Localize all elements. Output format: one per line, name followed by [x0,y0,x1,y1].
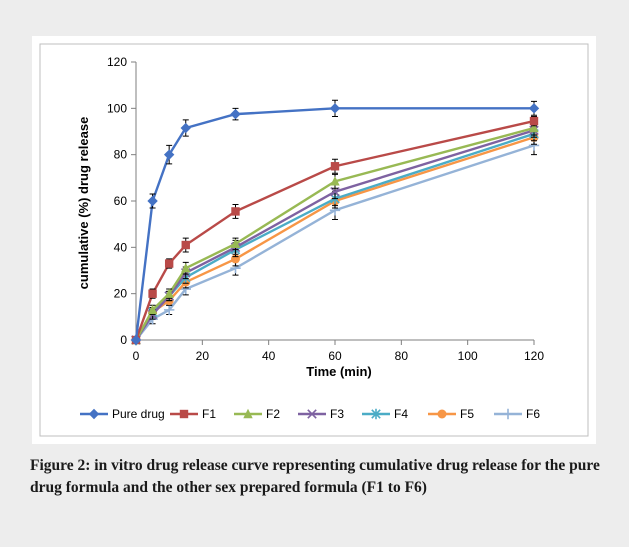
x-tick-label: 0 [133,349,140,363]
series-f2 [131,120,539,345]
x-tick-label: 60 [328,349,342,363]
data-point-pure-drug [147,195,158,207]
legend-item-f1: F1 [170,407,216,421]
data-point-f2 [181,262,191,273]
legend-marker-f2 [243,408,253,419]
x-tick-label: 80 [395,349,409,363]
y-axis-label: cumulative (%) drug release [76,117,91,290]
data-point-f1 [529,116,539,126]
data-point-f6 [163,304,175,316]
release-chart: 0 20 40 60 80 100 120 0 20 40 60 80 100 120 Time (min)… [39,43,589,437]
x-tick-label: 100 [458,349,478,363]
legend-marker-f5 [437,409,447,419]
legend-item-f6: F6 [494,407,540,421]
legend-label-f2: F2 [266,407,280,421]
data-point-pure-drug [230,108,241,120]
y-tick-label: 20 [114,287,128,301]
legend-marker-f3 [307,409,317,419]
data-point-f1 [148,289,157,298]
data-point-f2 [147,304,158,315]
data-point-f1 [231,207,240,216]
legend-item-f3: F3 [298,407,344,421]
data-point-f2 [330,176,340,186]
x-axis-label: Time (min) [306,364,372,379]
y-tick-label: 120 [107,55,127,69]
data-point-pure-drug [180,122,191,134]
data-point-f2 [230,238,241,249]
data-point-f2 [164,288,174,298]
figure: 0 20 40 60 80 100 120 0 20 40 60 80 100 120 Time (min)… [32,36,596,444]
legend-label-f4: F4 [394,407,408,421]
figure-caption: Figure 2: in vitro drug release curve re… [30,457,600,496]
data-point-f1 [181,240,190,250]
legend-label-f3: F3 [330,407,344,421]
legend-label-f1: F1 [202,407,216,421]
data-point-f1 [330,162,340,171]
chart-border [39,43,589,437]
y-tick-label: 0 [120,333,127,347]
data-point-f1 [164,259,174,268]
legend-label-f5: F5 [460,407,474,421]
y-tick-label: 100 [107,101,127,115]
legend-item-f2: F2 [234,407,280,421]
legend-label-f6: F6 [526,407,540,421]
series-f1 [131,115,539,345]
x-tick-label: 120 [524,349,544,363]
legend-label-pure-drug: Pure drug [112,407,165,421]
legend-item-f4: F4 [362,407,408,421]
series-pure-drug [130,99,540,346]
legend-item-f5: F5 [428,407,474,421]
legend-marker-f1 [179,409,189,419]
legend-marker-pure-drug [88,408,100,420]
y-tick-label: 60 [114,194,128,208]
y-tick-label: 80 [114,148,128,162]
legend-marker-f4 [371,408,381,420]
data-point-pure-drug [528,103,540,114]
data-point-f2 [529,122,539,133]
data-point-f3 [330,186,340,197]
y-tick-label: 40 [114,240,128,254]
legend-item-pure-drug: Pure drug [80,407,165,421]
data-point-pure-drug [329,103,341,114]
x-tick-label: 40 [262,349,276,363]
data-point-pure-drug [163,149,175,160]
legend-marker-f6 [502,408,514,420]
x-tick-label: 20 [196,349,210,363]
